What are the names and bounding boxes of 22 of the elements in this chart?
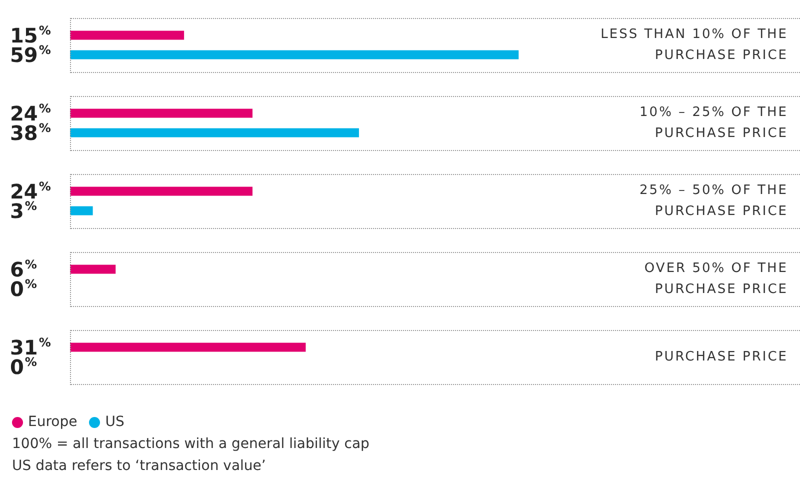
data-label: 0% (10, 276, 37, 301)
y-tick-label: 25% – 50% OF THE PURCHASE PRICE (640, 182, 788, 219)
legend-label: US (105, 414, 124, 430)
y-tick-label: LESS THAN 10% OF THE PURCHASE PRICE (600, 26, 788, 63)
data-label: 38% (10, 120, 51, 145)
data-label: 3% (10, 198, 37, 223)
bar (70, 50, 519, 60)
y-tick-label: PURCHASE PRICE (654, 349, 788, 364)
bar (70, 108, 252, 118)
text: US data refers to ‘transaction value’ (12, 458, 267, 474)
bar (70, 186, 252, 196)
bar (70, 264, 116, 274)
bar (70, 206, 93, 216)
bar (70, 30, 184, 40)
y-tick-label: 10% – 25% OF THE PURCHASE PRICE (640, 104, 788, 141)
legend-label: Europe (28, 414, 78, 430)
text: 100% = all transactions with a general liability cap (12, 436, 370, 452)
data-label: 0% (10, 354, 37, 379)
y-tick-label: OVER 50% OF THE PURCHASE PRICE (644, 260, 788, 297)
bar (70, 342, 306, 352)
data-label: 59% (10, 42, 51, 67)
bar (70, 128, 359, 138)
